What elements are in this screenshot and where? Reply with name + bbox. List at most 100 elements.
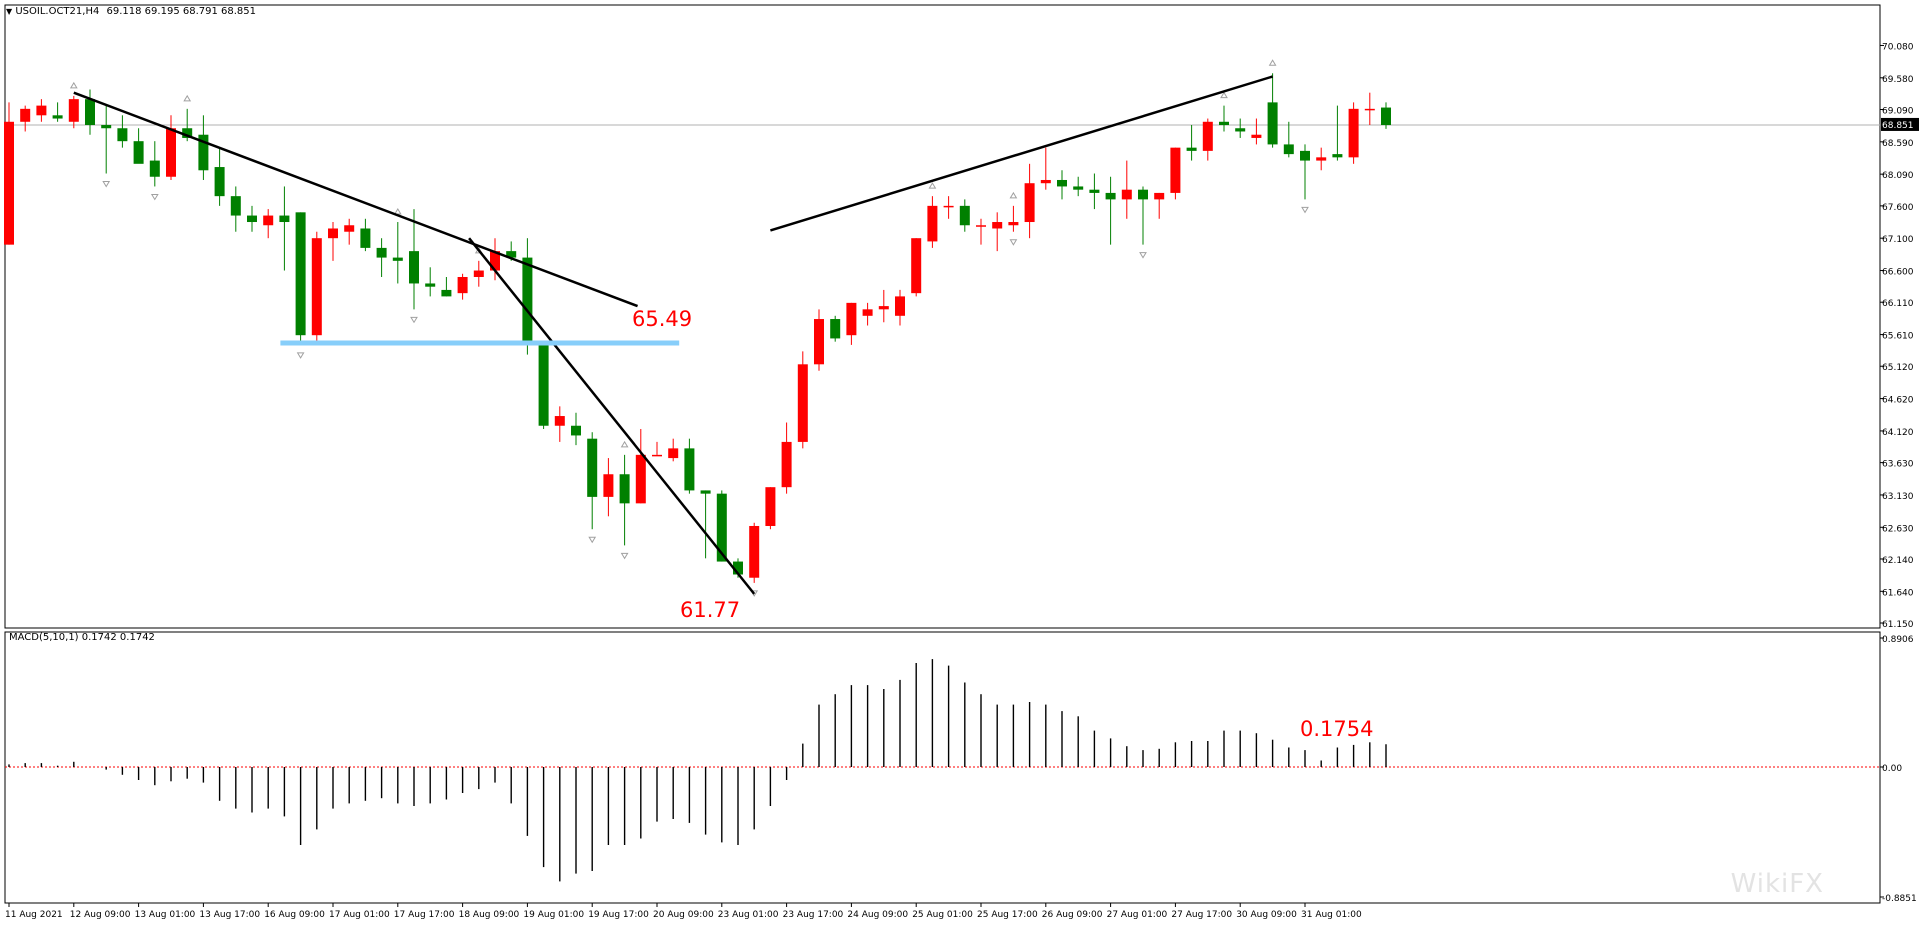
price-tick-label: 62.140 (1882, 556, 1914, 566)
candle-body (1186, 147, 1197, 151)
candle-body (927, 205, 938, 242)
fractal-up-icon (620, 440, 629, 448)
candle-body (506, 251, 517, 258)
dropdown-arrow-icon[interactable]: ▼ (6, 7, 13, 16)
ohlc-values: 69.118 69.195 68.791 68.851 (106, 6, 257, 17)
macd-label: MACD(5,10,1) 0.1742 0.1742 (9, 632, 155, 643)
candle-body (295, 212, 306, 336)
candle-body (587, 438, 598, 497)
candle-body (20, 108, 31, 122)
price-tick-label: 66.600 (1882, 268, 1914, 278)
time-tick-label: 27 Aug 01:00 (1107, 910, 1168, 920)
candle-body (1057, 179, 1067, 187)
trendline (770, 75, 1273, 232)
candle-body (1202, 121, 1213, 151)
candles-layer (4, 59, 1391, 597)
price-tick-label: 63.630 (1882, 460, 1914, 470)
candle-body (1235, 128, 1246, 132)
candle-body (1219, 121, 1229, 126)
candle-body (716, 493, 727, 562)
candle-body (652, 454, 662, 457)
candle-body (311, 238, 322, 336)
symbol-header: ▼ USOIL.OCT21,H4 69.118 69.195 68.791 68… (6, 6, 256, 17)
candle-body (1154, 192, 1165, 200)
candle-body (846, 302, 857, 336)
time-tick-label: 24 Aug 09:00 (847, 910, 908, 920)
price-tick-label: 61.150 (1882, 620, 1914, 630)
time-axis: 11 Aug 2021 12 Aug 09:00 13 Aug 01:00 13 Au… (5, 903, 1362, 920)
candle-body (733, 561, 743, 575)
fractal-up-icon (1268, 59, 1277, 66)
price-tick-label: 67.100 (1882, 235, 1914, 245)
candle-body (4, 121, 14, 245)
candle-body (781, 441, 792, 488)
candle-body (959, 205, 970, 226)
candle-body (376, 247, 387, 258)
candle-body (441, 289, 452, 297)
candle-body (895, 296, 905, 316)
candle-body (117, 128, 128, 142)
candle-body (1267, 102, 1278, 145)
price-tick-label: 67.600 (1882, 203, 1914, 213)
low-value-label: 61.77 (680, 598, 740, 622)
candle-body (830, 319, 841, 339)
candle-body (1008, 222, 1019, 226)
price-tick-label: 62.630 (1882, 524, 1914, 534)
price-panel-frame (4, 4, 1881, 629)
candle-body (571, 425, 581, 436)
candle-body (182, 128, 193, 138)
fractal-up-icon (928, 182, 937, 189)
candle-body (198, 134, 209, 171)
fractal-down-icon (150, 193, 159, 201)
annotations-layer: 65.49 61.77 0.1754 (632, 307, 1373, 741)
candle-body (522, 257, 533, 345)
panel-frames (4, 4, 1881, 904)
time-tick-label: 25 Aug 17:00 (977, 910, 1038, 920)
watermark-logo: WikiFX (1730, 869, 1824, 899)
candle-body (149, 160, 160, 177)
candle-body (1316, 157, 1327, 161)
candle-body (1348, 108, 1359, 158)
fractal-down-icon (410, 316, 418, 324)
time-tick-label: 26 Aug 09:00 (1042, 910, 1103, 920)
candle-body (344, 225, 355, 232)
candle-body (52, 115, 63, 119)
candle-body (1364, 108, 1375, 111)
time-tick-label: 27 Aug 17:00 (1171, 910, 1232, 920)
fractal-down-icon (1009, 239, 1018, 246)
candle-body (1251, 134, 1262, 138)
candle-body (554, 416, 565, 426)
fractal-down-icon (588, 536, 597, 544)
price-tick-label: 65.610 (1882, 332, 1914, 342)
candle-body (68, 99, 79, 122)
candle-body (360, 228, 371, 248)
time-tick-label: 12 Aug 09:00 (70, 910, 131, 920)
price-tick-label: 64.120 (1882, 428, 1914, 438)
price-tick-label: 68.590 (1882, 139, 1914, 149)
time-tick-label: 18 Aug 09:00 (459, 910, 520, 920)
candle-body (392, 257, 403, 261)
candle-body (85, 99, 95, 126)
fractal-up-icon (69, 81, 78, 89)
price-tick-label: 69.090 (1882, 106, 1914, 116)
candle-body (1073, 186, 1084, 190)
current-price-tag (1881, 117, 1919, 131)
fractal-up-icon (183, 94, 192, 102)
price-tick-label: 65.120 (1882, 363, 1914, 373)
current-price-label: 68.851 (1882, 121, 1914, 131)
candle-body (1300, 150, 1310, 161)
price-tick-label: 64.620 (1882, 396, 1914, 406)
candle-body (992, 222, 1003, 229)
candle-body (603, 474, 614, 497)
trendline (468, 237, 756, 595)
candle-body (797, 364, 808, 442)
time-tick-label: 19 Aug 17:00 (588, 910, 649, 920)
trendlines-layer (73, 75, 1273, 595)
fractal-down-icon (102, 181, 111, 188)
time-tick-label: 30 Aug 09:00 (1236, 910, 1297, 920)
time-tick-label: 31 Aug 01:00 (1301, 910, 1362, 920)
candle-body (749, 525, 760, 578)
candle-body (1089, 189, 1100, 193)
